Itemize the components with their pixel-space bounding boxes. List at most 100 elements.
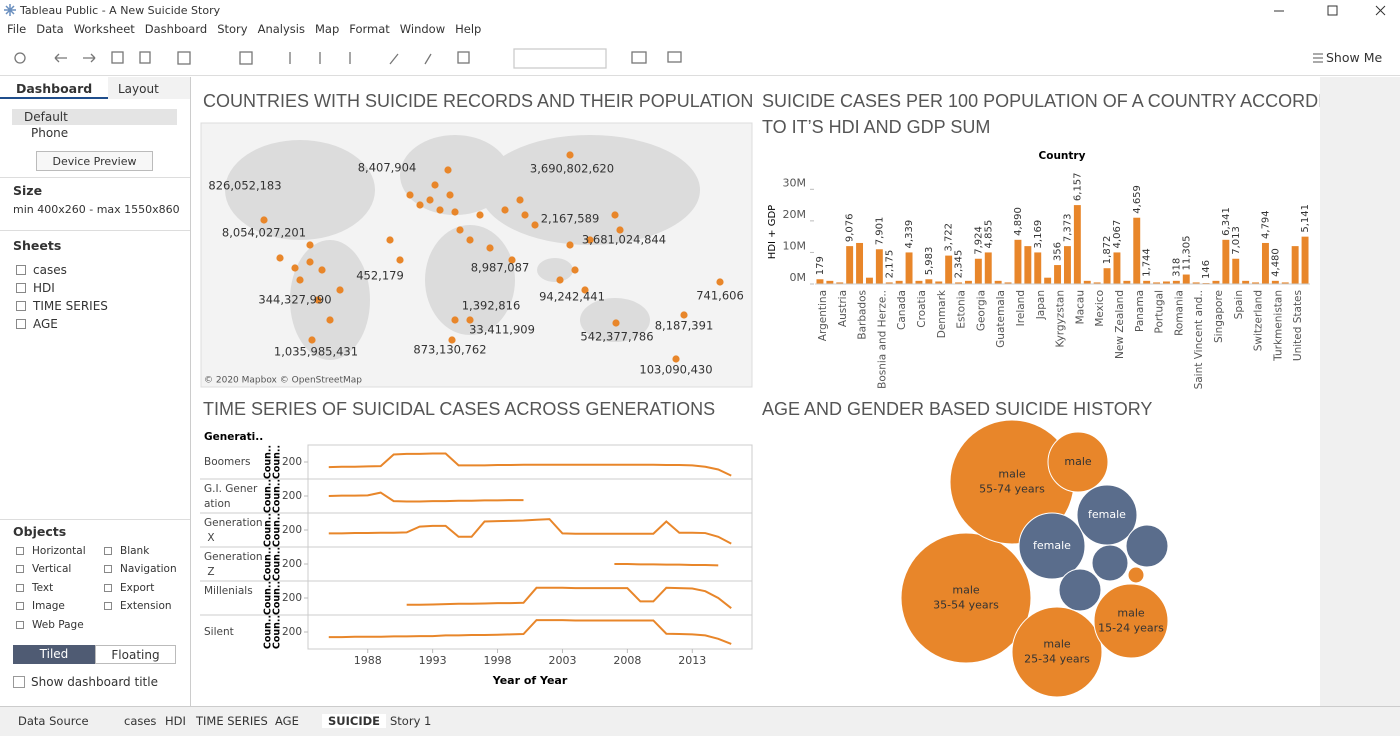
- bubble: [1127, 566, 1145, 584]
- menu-item[interactable]: Window: [399, 22, 446, 36]
- device-default[interactable]: Default: [12, 109, 177, 125]
- menu-item[interactable]: Map: [314, 22, 340, 36]
- bar-title: SUICIDE CASES PER 100 POPULATION OF A CO…: [762, 91, 1320, 137]
- object-icon: [16, 602, 24, 611]
- y-tick-label: 200: [282, 626, 302, 638]
- x-tick-label: Kyrgyzstan: [1055, 290, 1067, 348]
- row-axis-label: Coun..: [272, 615, 283, 649]
- country-dot: [306, 258, 314, 266]
- bar: [1024, 246, 1032, 284]
- object-item[interactable]: Extension: [120, 600, 172, 613]
- bar-label: 4,794: [1260, 210, 1271, 239]
- row-label-line: Generation: [204, 551, 263, 563]
- sheet-tab[interactable]: TIME SERIES: [196, 714, 268, 728]
- y-tick-label: 0M: [790, 271, 807, 284]
- object-item[interactable]: Horizontal: [32, 545, 86, 557]
- land: [480, 135, 700, 245]
- sheet-item[interactable]: TIME SERIES: [33, 299, 108, 313]
- size-dropdown[interactable]: min 400x260 - max 1550x860: [13, 203, 180, 216]
- toolbar-icons[interactable]: [0, 40, 700, 76]
- x-tick-label: Turkmenistan: [1272, 290, 1284, 362]
- menu-item[interactable]: Format: [349, 22, 390, 36]
- checkbox[interactable]: [13, 676, 25, 688]
- bar: [935, 281, 943, 284]
- menu-item[interactable]: Story: [217, 22, 248, 36]
- bar-label: 179: [815, 256, 826, 275]
- bar: [865, 277, 873, 284]
- bar-y-label: HDI + GDP: [767, 205, 778, 259]
- sheet-tab[interactable]: cases: [124, 714, 157, 728]
- sheet-item[interactable]: HDI: [33, 281, 55, 295]
- object-item[interactable]: Text: [32, 581, 54, 594]
- sheet-item[interactable]: cases: [33, 263, 67, 277]
- menu-item[interactable]: Dashboard: [144, 22, 208, 36]
- object-item[interactable]: Web Page: [32, 618, 84, 631]
- show-title-label[interactable]: Show dashboard title: [31, 675, 158, 689]
- show-me-icon: [1313, 53, 1323, 63]
- menu-item[interactable]: Worksheet: [73, 22, 135, 36]
- object-item[interactable]: Blank: [120, 545, 150, 557]
- country-dot: [386, 236, 394, 244]
- bar: [875, 249, 883, 284]
- y-tick-label: 30M: [783, 176, 807, 189]
- country-dot: [431, 181, 439, 189]
- object-item[interactable]: Image: [32, 600, 65, 613]
- bar-label: 3,169: [1033, 220, 1044, 249]
- y-tick-label: 200: [282, 456, 302, 468]
- row-label-line: X: [204, 532, 215, 544]
- bar-label: 4,339: [904, 220, 915, 249]
- bar: [846, 246, 854, 284]
- floating-button[interactable]: Floating: [95, 645, 176, 664]
- row-label-line: Z: [204, 566, 215, 578]
- row-axis-label: Coun..: [272, 547, 283, 581]
- device-preview-button[interactable]: Device Preview: [36, 151, 153, 171]
- dashboard: COUNTRIES WITH SUICIDE RECORDS AND THEIR…: [200, 91, 1320, 698]
- bubble-label: male: [1064, 455, 1092, 468]
- object-item[interactable]: Navigation: [120, 563, 177, 576]
- object-icon: [104, 602, 112, 611]
- tiled-button[interactable]: Tiled: [13, 645, 95, 664]
- menu-item[interactable]: Help: [455, 22, 482, 36]
- tab-dashboard[interactable]: Dashboard: [0, 77, 108, 99]
- country-dot: [680, 311, 688, 319]
- object-item[interactable]: Vertical: [32, 563, 72, 576]
- sheet-tab[interactable]: HDI: [165, 714, 186, 728]
- object-icon: [104, 565, 112, 574]
- country-dot: [318, 266, 326, 274]
- sheet-tabs: Data Source cases HDI TIME SERIES AGE SUICIDE…: [0, 706, 1400, 736]
- object-item[interactable]: Export: [120, 581, 155, 594]
- country-dot: [448, 336, 456, 344]
- sheet-tab[interactable]: Data Source: [18, 714, 89, 728]
- menu-item[interactable]: Data: [36, 22, 64, 36]
- row-label-line: Millenials: [204, 585, 253, 597]
- bar-label: 318: [1171, 258, 1182, 277]
- sheet-tab[interactable]: Story 1: [390, 714, 432, 728]
- series-line: [328, 452, 732, 477]
- menu-item[interactable]: File: [7, 22, 27, 36]
- bubble-title: AGE AND GENDER BASED SUICIDE HISTORY: [762, 399, 1152, 419]
- sheet-icon: [16, 301, 26, 311]
- menu-bar: File Data Worksheet Dashboard Story Analysis M…: [0, 22, 1400, 40]
- country-dot: [672, 355, 680, 363]
- row-axis-label: Coun..: [272, 445, 283, 479]
- country-dot: [314, 296, 322, 304]
- sheet-tab[interactable]: SUICIDE: [322, 714, 387, 728]
- tab-layout[interactable]: Layout: [108, 77, 190, 99]
- sheet-item[interactable]: AGE: [33, 317, 58, 331]
- bar: [1054, 265, 1062, 284]
- bar-label: 2,345: [954, 250, 965, 279]
- menu-item[interactable]: Analysis: [257, 22, 305, 36]
- objects-heading: Objects: [13, 524, 67, 539]
- device-phone[interactable]: Phone: [31, 126, 69, 140]
- sheet-tab[interactable]: AGE: [275, 714, 299, 728]
- bar-label: 7,924: [973, 226, 984, 255]
- map-label: 741,606: [696, 289, 744, 303]
- bar: [1063, 246, 1071, 284]
- map-label: 3,690,802,620: [530, 162, 614, 176]
- map-label: 3,681,024,844: [582, 233, 666, 247]
- show-me[interactable]: Show Me: [1326, 50, 1383, 65]
- size-heading: Size: [13, 183, 43, 198]
- window-controls[interactable]: [1268, 4, 1393, 18]
- bar: [974, 258, 982, 284]
